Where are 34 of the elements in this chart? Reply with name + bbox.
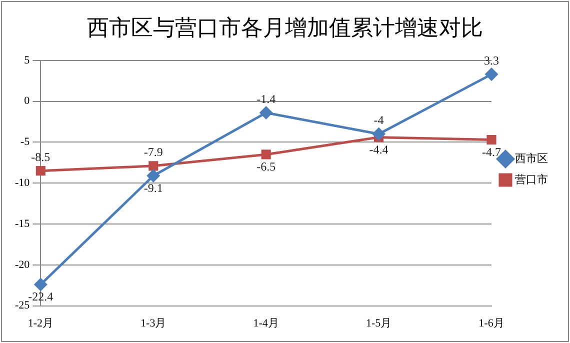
y-tick-label: -15 bbox=[14, 218, 30, 230]
data-label: -4 bbox=[374, 113, 384, 128]
point bbox=[260, 106, 272, 119]
point bbox=[34, 278, 47, 291]
legend-label: 西市区 bbox=[515, 152, 548, 165]
x-tick-label: 1-3月 bbox=[140, 317, 166, 330]
point bbox=[486, 134, 496, 145]
point bbox=[372, 128, 386, 140]
y-tick-label: -10 bbox=[14, 176, 30, 189]
chart-title: 西市区与营口市各月增加值累计增速对比 bbox=[87, 14, 483, 40]
point bbox=[148, 161, 158, 171]
x-tick-label: 1-6月 bbox=[478, 317, 504, 330]
data-label: -6.5 bbox=[256, 160, 276, 174]
y-tick-label: 0 bbox=[24, 95, 30, 108]
point bbox=[485, 68, 498, 81]
data-label: -4.4 bbox=[369, 142, 388, 156]
y-tick-label: -20 bbox=[14, 258, 30, 271]
data-label: -4.7 bbox=[482, 144, 501, 159]
data-label: 3.3 bbox=[484, 53, 499, 68]
data-label: -9.1 bbox=[144, 180, 163, 195]
data-label: -7.9 bbox=[144, 145, 163, 160]
y-tick-label: -5 bbox=[20, 136, 30, 148]
point bbox=[36, 166, 46, 176]
x-tick-label: 1-4月 bbox=[253, 317, 279, 330]
x-tick-label: 1-2月 bbox=[28, 317, 54, 330]
y-tick-label: -25 bbox=[14, 300, 30, 312]
legend-label: 营口市 bbox=[515, 172, 548, 186]
data-label: -8.5 bbox=[31, 150, 50, 164]
data-label: -22.4 bbox=[28, 290, 54, 304]
y-tick-label: 5 bbox=[24, 54, 30, 66]
point bbox=[261, 150, 271, 160]
point bbox=[147, 169, 160, 182]
data-label: -1.4 bbox=[256, 92, 276, 106]
x-tick-label: 1-5月 bbox=[366, 317, 392, 330]
